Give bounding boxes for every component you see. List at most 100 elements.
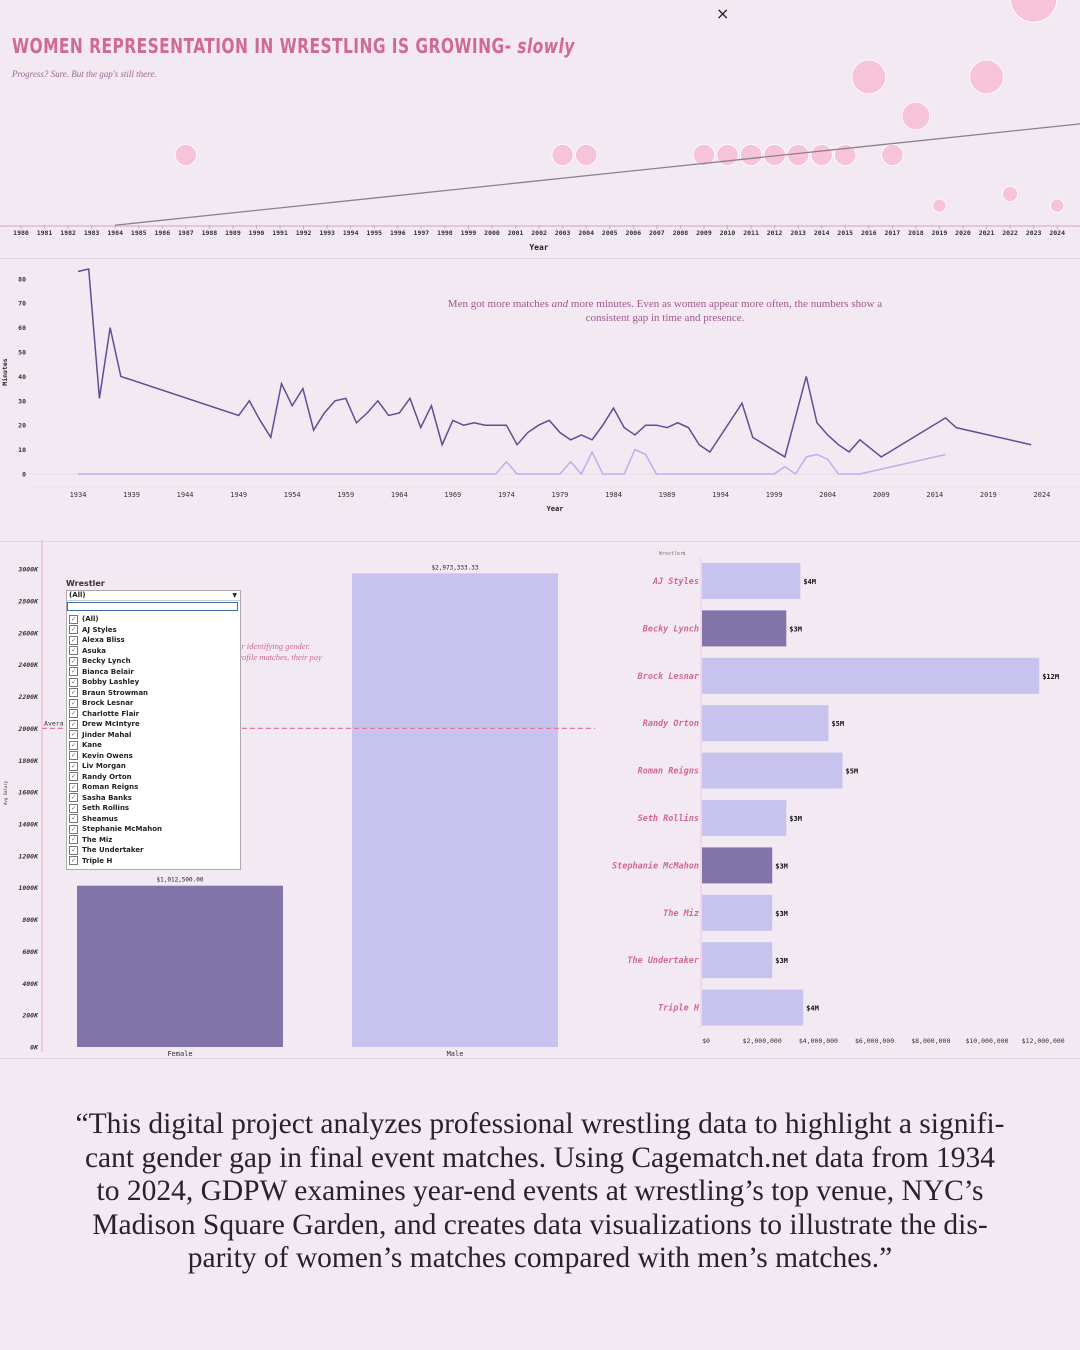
checkbox-checked-icon[interactable]: ✓ xyxy=(69,761,78,771)
x-tick-label: 2005 xyxy=(602,229,618,237)
y-tick-label: 0 xyxy=(22,471,26,479)
x-tick-label: 1990 xyxy=(249,229,265,237)
filter-option[interactable]: ✓ Alexa Bliss xyxy=(67,635,240,646)
bar-wrestler xyxy=(702,705,829,742)
checkbox-checked-icon[interactable]: ✓ xyxy=(69,814,78,823)
checkbox-checked-icon[interactable]: ✓ xyxy=(69,698,78,708)
filter-option[interactable]: ✓ Sasha Banks xyxy=(67,793,240,804)
checkbox-checked-icon[interactable]: ✓ xyxy=(69,793,78,802)
checkbox-checked-icon[interactable]: ✓ xyxy=(69,667,78,676)
series-line-men xyxy=(77,268,1032,459)
x-tick-label: Male xyxy=(447,1050,464,1058)
filter-option[interactable]: ✓ Asuka xyxy=(67,646,240,657)
filter-option[interactable]: ✓ Bobby Lashley xyxy=(67,677,240,688)
filter-option[interactable]: ✓ The Miz xyxy=(67,835,240,846)
filter-option[interactable]: ✓ Sheamus xyxy=(67,814,240,825)
wrestler-filter-dropdown[interactable]: (All) ▼ ✓ (All) ✓ AJ Styles ✓ Alexa Bliss ✓ Asuk… xyxy=(66,590,241,870)
filter-selected[interactable]: (All) ▼ xyxy=(67,591,240,601)
filter-option[interactable]: ✓ Jinder Mahal xyxy=(67,730,240,741)
filter-option[interactable]: ✓ Kane xyxy=(67,740,240,751)
wrestler-label: Becky Lynch xyxy=(642,624,699,634)
checkbox-checked-icon[interactable]: ✓ xyxy=(69,635,78,645)
checkbox-checked-icon[interactable]: ✓ xyxy=(69,782,78,792)
x-tick-label: 2009 xyxy=(696,229,712,237)
checkbox-checked-icon[interactable]: ✓ xyxy=(69,740,78,750)
x-tick-label: 2019 xyxy=(980,491,997,499)
x-tick-label: 1989 xyxy=(225,229,241,237)
filter-option[interactable]: ✓ Triple H xyxy=(67,856,240,867)
y-axis-title: Avg Salary xyxy=(3,780,8,805)
checkbox-checked-icon[interactable]: ✓ xyxy=(69,835,78,844)
filter-option[interactable]: ✓ Seth Rollins xyxy=(67,803,240,814)
x-tick-label: 2018 xyxy=(908,229,924,237)
x-tick-label: 1988 xyxy=(202,229,218,237)
checkbox-checked-icon[interactable]: ✓ xyxy=(69,625,78,634)
wrestler-salary-bar-chart: Wrestler⇅ AJ Styles $4M Becky Lynch $3M Brock… xyxy=(612,550,1065,1045)
filter-option[interactable]: ✓ Kevin Owens xyxy=(67,751,240,762)
checkbox-checked-icon[interactable]: ✓ xyxy=(69,803,78,813)
page-title: WOMEN REPRESENTATION IN WRESTLING IS GRO… xyxy=(12,34,575,58)
close-icon[interactable]: × xyxy=(716,4,730,23)
bar-wrestler xyxy=(702,847,773,884)
wrestler-label: The Undertaker xyxy=(627,956,700,966)
divider xyxy=(0,258,1080,259)
checkbox-checked-icon[interactable]: ✓ xyxy=(69,709,78,718)
filter-option[interactable]: ✓ Charlotte Flair xyxy=(67,709,240,720)
annotation-text: more minutes. Even as women appear more … xyxy=(568,298,883,324)
checkbox-checked-icon[interactable]: ✓ xyxy=(69,677,78,687)
checkbox-checked-icon[interactable]: ✓ xyxy=(69,614,78,624)
line-chart-annotation: Men got more matches and more minutes. E… xyxy=(430,297,900,325)
y-tick-label: 200K xyxy=(21,1012,39,1020)
checkbox-checked-icon[interactable]: ✓ xyxy=(69,824,78,834)
x-tick-label: 1998 xyxy=(437,229,453,237)
wrestler-label: Triple H xyxy=(658,1003,700,1014)
x-tick-label: 2004 xyxy=(578,229,594,237)
filter-search-input[interactable] xyxy=(67,602,238,611)
x-axis-title: Year xyxy=(529,243,548,252)
chevron-down-icon[interactable]: ▼ xyxy=(232,592,237,599)
checkbox-checked-icon[interactable]: ✓ xyxy=(69,656,78,666)
filter-option[interactable]: ✓ Bianca Belair xyxy=(67,667,240,678)
filter-option[interactable]: ✓ Brock Lesnar xyxy=(67,698,240,709)
title-text: WOMEN REPRESENTATION IN WRESTLING IS GRO… xyxy=(12,34,518,58)
annotation-line: ir identifying gender. xyxy=(239,641,311,651)
checkbox-checked-icon[interactable]: ✓ xyxy=(69,845,78,855)
bar-value-label: $3M xyxy=(789,625,802,633)
filter-option[interactable]: ✓ Braun Strowman xyxy=(67,688,240,699)
checkbox-checked-icon[interactable]: ✓ xyxy=(69,772,78,781)
filter-option[interactable]: ✓ Becky Lynch xyxy=(67,656,240,667)
filter-option-label: Triple H xyxy=(82,856,113,865)
y-tick-label: 2200K xyxy=(17,693,39,701)
y-tick-label: 600K xyxy=(22,948,39,956)
filter-option[interactable]: ✓ Drew McIntyre xyxy=(67,719,240,730)
checkbox-checked-icon[interactable]: ✓ xyxy=(69,688,78,697)
x-tick-label: 1999 xyxy=(766,491,783,499)
divider xyxy=(0,1058,1080,1059)
filter-option[interactable]: ✓ Randy Orton xyxy=(67,772,240,783)
checkbox-checked-icon[interactable]: ✓ xyxy=(69,730,78,739)
x-tick-label: 2002 xyxy=(531,229,547,237)
filter-option-label: Liv Morgan xyxy=(82,762,126,770)
filter-option-label: Sasha Banks xyxy=(82,793,132,802)
filter-option[interactable]: ✓ (All) xyxy=(67,614,240,625)
checkbox-checked-icon[interactable]: ✓ xyxy=(69,856,78,865)
filter-option[interactable]: ✓ Liv Morgan xyxy=(67,761,240,772)
checkbox-checked-icon[interactable]: ✓ xyxy=(69,751,78,760)
filter-option[interactable]: ✓ Stephanie McMahon xyxy=(67,824,240,835)
checkbox-checked-icon[interactable]: ✓ xyxy=(69,719,78,729)
x-tick-label: 2001 xyxy=(508,229,524,237)
filter-option[interactable]: ✓ AJ Styles xyxy=(67,625,240,636)
x-tick-label: 2024 xyxy=(1049,229,1065,237)
bubble-point xyxy=(692,143,716,167)
series-line-women xyxy=(78,448,946,476)
bar-value-label: $4M xyxy=(806,1005,819,1013)
filter-option[interactable]: ✓ The Undertaker xyxy=(67,845,240,856)
checkbox-checked-icon[interactable]: ✓ xyxy=(69,646,78,655)
x-tick-label: 2013 xyxy=(790,229,806,237)
filter-option[interactable]: ✓ Roman Reigns xyxy=(67,782,240,793)
y-tick-label: 1800K xyxy=(18,757,39,765)
quote-line: cant gender gap in final event matches. … xyxy=(84,1141,996,1174)
x-tick-label: $6,000,000 xyxy=(855,1037,894,1045)
y-tick-label: 1600K xyxy=(18,789,39,797)
y-tick-label: 30 xyxy=(18,397,26,405)
